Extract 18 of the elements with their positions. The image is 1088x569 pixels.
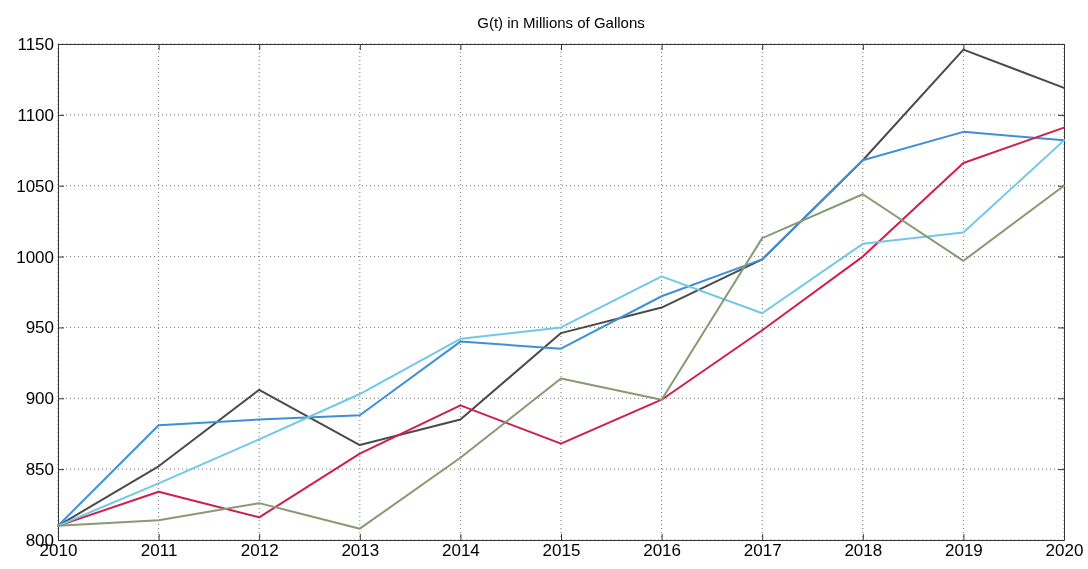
- chart-title: G(t) in Millions of Gallons: [477, 14, 645, 31]
- y-tick-label: 850: [25, 460, 54, 480]
- x-tick-label: 2015: [542, 541, 581, 561]
- y-tick-label: 900: [25, 389, 54, 409]
- x-tick-label: 2018: [844, 541, 883, 561]
- y-tick-label: 1100: [17, 105, 54, 125]
- y-tick-label: 950: [25, 318, 54, 338]
- x-tick-label: 2013: [341, 541, 380, 561]
- y-tick-label: 1150: [17, 34, 54, 54]
- y-tick-label: 1000: [16, 247, 54, 267]
- y-tick-label: 1050: [16, 176, 54, 196]
- x-tick-label: 2016: [643, 541, 682, 561]
- x-tick-label: 2012: [240, 541, 279, 561]
- x-tick-label: 2011: [140, 541, 178, 561]
- x-tick-label: 2020: [1045, 541, 1084, 561]
- x-tick-label: 2019: [944, 541, 983, 561]
- x-tick-label: 2014: [441, 541, 480, 561]
- x-tick-label: 2017: [743, 541, 782, 561]
